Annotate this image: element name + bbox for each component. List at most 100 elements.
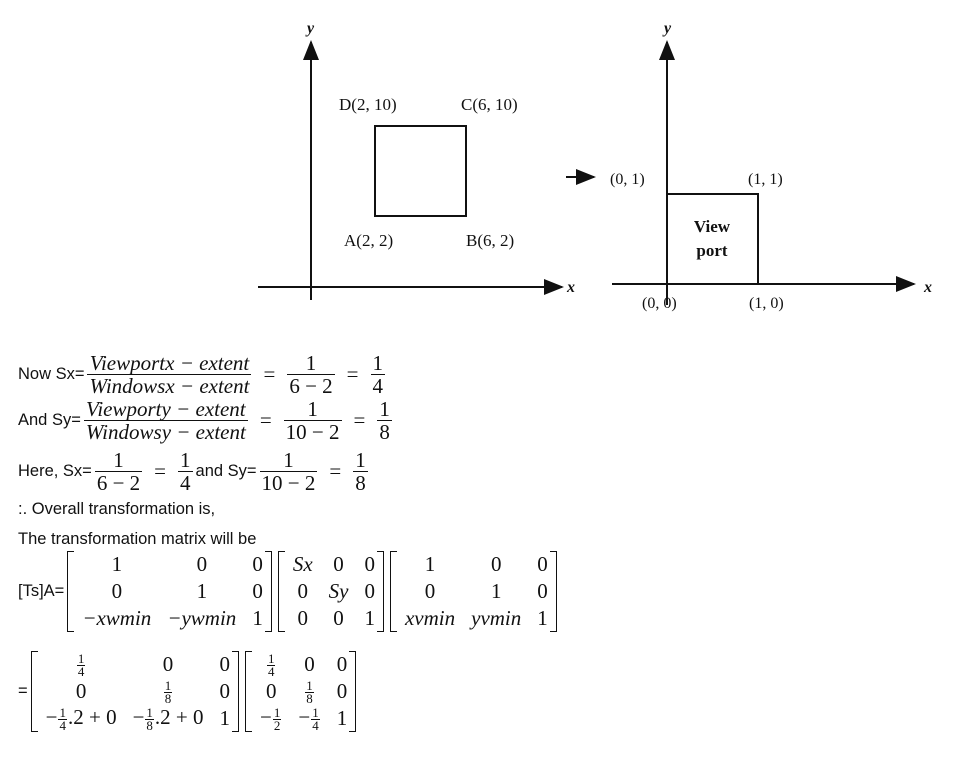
sign: − <box>45 705 58 730</box>
equation-label: And Sy= <box>18 411 81 429</box>
denominator: 4 <box>370 374 385 398</box>
matrix-cell: 0 <box>304 652 315 676</box>
matrix-cell: −1 4.2 + 0 <box>38 705 125 732</box>
matrix-cell: 0 <box>219 679 231 703</box>
equation-sy: And Sy= Viewporty − extent Windowsy − exte… <box>18 398 395 443</box>
sign: − <box>132 705 145 730</box>
denominator: 4 <box>311 717 320 733</box>
matrix-entry: Sx <box>292 552 313 576</box>
equals-sign: = <box>263 362 276 386</box>
window-x-label: x <box>566 279 575 296</box>
label-0-1: (0, 1) <box>610 171 645 188</box>
matrix-cell: xvmin <box>397 605 463 632</box>
denominator: 4 <box>178 471 193 495</box>
matrix-row: 0 1 0 <box>397 578 550 605</box>
matrix-cell: Sy <box>321 578 357 605</box>
matrix-cell: 0 <box>196 552 208 576</box>
label-1-1: (1, 1) <box>748 171 783 188</box>
label-c: C(6, 10) <box>461 95 518 114</box>
label-b: B(6, 2) <box>466 231 514 250</box>
equals-sign: = <box>154 459 167 483</box>
matrix-intro-text: The transformation matrix will be <box>18 530 257 548</box>
left-bracket <box>277 551 285 632</box>
denominator: 6 − 2 <box>287 374 335 398</box>
left-bracket <box>67 551 75 632</box>
matrix-cell: 0 <box>111 579 123 603</box>
denominator: 8 <box>377 420 392 444</box>
label-d: D(2, 10) <box>339 95 397 114</box>
matrix-cell: 0 <box>252 579 263 603</box>
numerator: 1 <box>283 448 294 472</box>
matrix-entry: Sy <box>328 579 349 603</box>
overall-text: :. Overall transformation is, <box>18 500 216 518</box>
sign: − <box>298 705 311 730</box>
matrix-table: 1 0 0 0 1 0 xvmin yvmin 1 <box>397 551 550 632</box>
numerator: 1 <box>312 704 319 720</box>
denominator: 8 <box>305 690 314 706</box>
matrix-entry: −ywmin <box>167 606 237 630</box>
label-1-0: (1, 0) <box>749 295 784 312</box>
matrix: 1 0 0 0 1 0 xvmin yvmin 1 <box>389 551 557 632</box>
numerator: 1 <box>372 351 384 375</box>
matrix-cell: 0 <box>364 552 375 576</box>
matrix-cell: 0 <box>297 579 308 603</box>
matrix-row: 0 1 0 <box>74 578 265 605</box>
matrix-row: −1 2−1 4 1 <box>252 705 349 732</box>
numerator: 1 <box>355 448 366 472</box>
left-bracket <box>30 651 38 732</box>
denominator: 6 − 2 <box>94 471 143 495</box>
matrix-entry: xvmin <box>404 606 456 630</box>
denominator: 2 <box>272 717 282 733</box>
numerator: 1 <box>77 650 85 666</box>
matrix-equation-2: = 1 4 0 0 0 1 8 0−1 4.2 + 0−1 8.2 + 0 1 1 4 0 0 0 1 8 0−1 2−… <box>18 651 359 732</box>
numerator: 1 <box>164 677 172 693</box>
left-bracket <box>389 551 397 632</box>
viewport-title-2: port <box>696 241 728 260</box>
denominator: 8 <box>163 690 173 706</box>
window-y-label: y <box>305 20 315 37</box>
left-bracket <box>245 651 253 732</box>
matrix-cell: −1 8.2 + 0 <box>125 705 212 732</box>
matrix-cell: 1 <box>252 606 263 630</box>
matrix-cell: 0 <box>537 579 548 603</box>
matrix-cell: 0 <box>336 652 348 676</box>
matrix-cell: 0 <box>490 552 502 576</box>
matrix-cell: 1 <box>336 706 348 730</box>
matrix-cell: 0 <box>333 606 344 630</box>
matrix-equation-label: [Ts]A= <box>18 582 65 600</box>
equation-sx: Now Sx= Viewportx − extent Windowsx − exte… <box>18 352 388 397</box>
suffix: .2 + 0 <box>154 705 204 730</box>
viewport-title-1: View <box>694 217 731 236</box>
denominator: Windowsy − extent <box>83 420 248 444</box>
numerator: 1 <box>273 704 281 720</box>
matrix-cell: 1 <box>364 606 375 630</box>
matrix-cell: 1 <box>537 606 548 630</box>
fraction: 1 10 − 2 <box>259 448 318 494</box>
label-0-0: (0, 0) <box>642 295 677 312</box>
matrix-row: 1 0 0 <box>74 551 265 578</box>
matrix-cell: 1 <box>196 579 208 603</box>
matrix: 1 0 0 0 1 0 −xwmin −ywmin 1 <box>67 551 272 632</box>
equals-sign: = <box>329 459 342 483</box>
matrix-row: 0 Sy 0 <box>285 578 377 605</box>
suffix: .2 + 0 <box>67 705 117 730</box>
matrix-table: 1 4 0 0 0 1 8 0−1 2−1 4 1 <box>252 651 349 732</box>
matrix-row: xvmin yvmin 1 <box>397 605 550 632</box>
matrix-table: Sx 0 0 0 Sy 0 0 0 1 <box>285 551 377 632</box>
matrix-cell: 1 <box>490 579 502 603</box>
